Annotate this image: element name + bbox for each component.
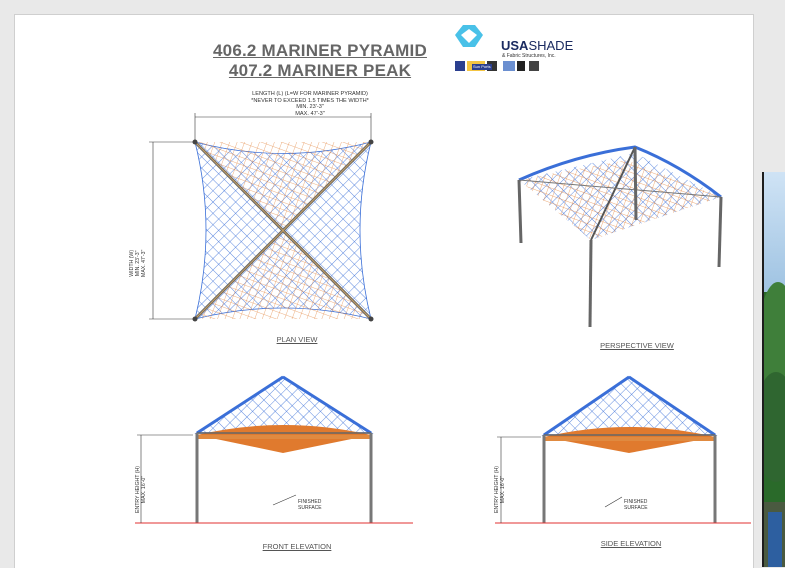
perspective-view-drawing bbox=[517, 145, 723, 328]
title-mariner-pyramid: 406.2 MARINER PYRAMID bbox=[213, 41, 427, 60]
side-elevation-label: SIDE ELEVATION bbox=[600, 539, 662, 548]
front-elevation-label: FRONT ELEVATION bbox=[262, 542, 332, 551]
plan-view-label: PLAN VIEW bbox=[276, 335, 318, 344]
front-elevation-drawing bbox=[135, 375, 413, 524]
background-photo bbox=[762, 172, 785, 567]
plan-dimension-lines bbox=[149, 113, 372, 320]
length-note: LENGTH (L) (L=W FOR MARINER PYRAMID) *NE… bbox=[251, 91, 369, 117]
spec-sheet: 406.2 MARINER PYRAMID 407.2 MARINER PEAK… bbox=[14, 14, 754, 568]
finished-surface-side: FINISHED SURFACE bbox=[624, 499, 648, 511]
brand-subtitle: & Fabric Structures, Inc. bbox=[502, 53, 556, 59]
brand-name: USASHADE bbox=[501, 38, 574, 53]
partner-badge: Sun Ports bbox=[472, 64, 492, 70]
plan-view-drawing bbox=[192, 139, 374, 322]
drawings bbox=[135, 113, 751, 524]
finished-surface-front: FINISHED SURFACE bbox=[298, 499, 322, 511]
perspective-view-label: PERSPECTIVE VIEW bbox=[600, 341, 674, 350]
title-mariner-peak: 407.2 MARINER PEAK bbox=[228, 61, 412, 80]
side-elevation-drawing bbox=[495, 375, 751, 524]
